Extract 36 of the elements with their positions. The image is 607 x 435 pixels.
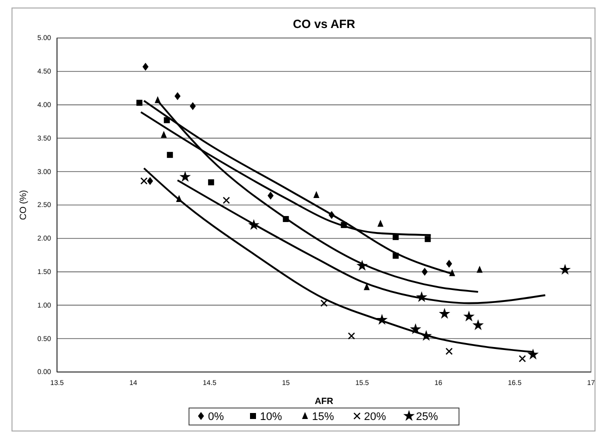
- point: [422, 268, 428, 276]
- point: [364, 283, 370, 290]
- legend-label: 20%: [364, 411, 386, 423]
- point: [140, 177, 148, 185]
- point: [160, 130, 167, 138]
- point: [472, 319, 484, 330]
- point: [446, 260, 452, 268]
- point: [179, 170, 191, 182]
- legend-label: 25%: [416, 411, 438, 423]
- point: [527, 348, 539, 360]
- point: [476, 266, 483, 273]
- legend-label: 15%: [312, 411, 334, 423]
- point: [313, 190, 320, 198]
- point: [348, 332, 356, 340]
- point: [320, 300, 328, 307]
- point: [438, 308, 450, 319]
- point: [424, 236, 431, 242]
- x-axis-title: AFR: [314, 396, 334, 406]
- point: [174, 92, 181, 100]
- point: [518, 355, 526, 362]
- point: [463, 310, 475, 322]
- point: [142, 62, 148, 71]
- point: [559, 264, 571, 275]
- y-axis-title: CO (%): [18, 190, 28, 220]
- chart-title: CO vs AFR: [292, 17, 356, 31]
- point: [147, 176, 154, 185]
- point: [208, 179, 214, 186]
- point: [268, 192, 274, 200]
- legend-label: 10%: [260, 411, 282, 423]
- point: [166, 152, 173, 158]
- point: [377, 220, 384, 227]
- point: [136, 100, 142, 106]
- point: [222, 196, 230, 204]
- legend-label: 0%: [208, 411, 224, 423]
- point: [190, 102, 196, 110]
- point: [446, 348, 453, 355]
